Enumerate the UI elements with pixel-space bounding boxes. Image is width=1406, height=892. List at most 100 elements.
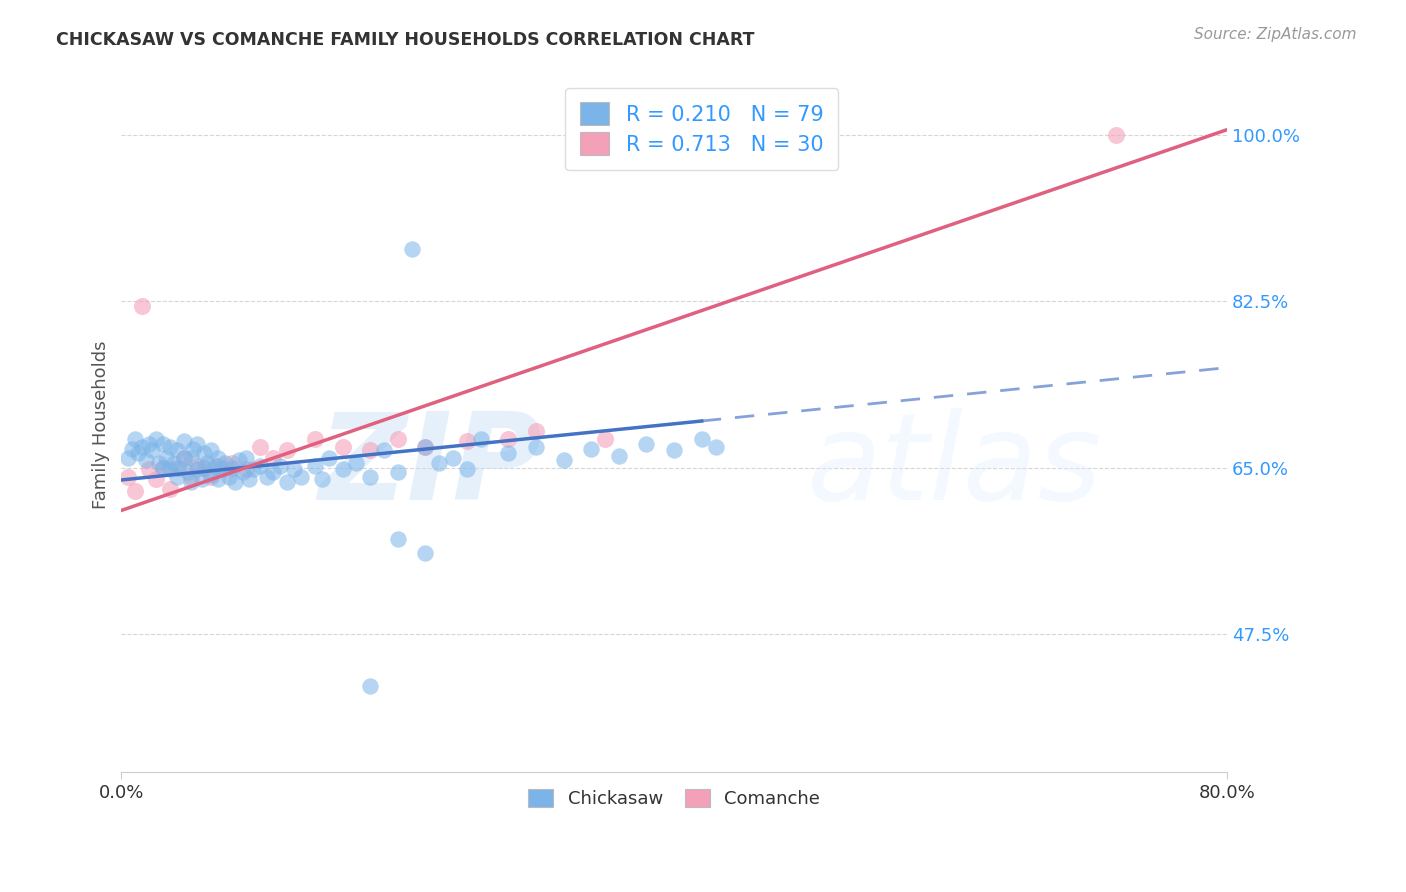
Point	[662, 443, 685, 458]
Text: ZIP: ZIP	[318, 408, 541, 524]
Text: Source: ZipAtlas.com: Source: ZipAtlas.com	[1194, 27, 1357, 42]
Point	[204, 458, 226, 473]
Point	[207, 472, 229, 486]
Y-axis label: Family Households: Family Households	[93, 341, 110, 509]
Point	[181, 442, 204, 456]
Point	[169, 460, 191, 475]
Point	[159, 440, 181, 454]
Point	[117, 470, 139, 484]
Point	[415, 440, 437, 454]
Point	[207, 451, 229, 466]
Point	[387, 432, 409, 446]
Point	[155, 451, 177, 466]
Point	[131, 440, 153, 454]
Point	[524, 440, 547, 454]
Point	[359, 470, 381, 484]
Point	[359, 680, 381, 694]
Point	[359, 443, 381, 458]
Point	[221, 456, 243, 470]
Point	[224, 475, 246, 489]
Point	[553, 453, 575, 467]
Point	[131, 299, 153, 313]
Point	[121, 442, 143, 456]
Point	[304, 432, 326, 446]
Point	[124, 432, 146, 446]
Point	[214, 456, 236, 470]
Point	[456, 434, 478, 448]
Point	[304, 458, 326, 473]
Point	[235, 462, 257, 476]
Point	[373, 443, 395, 458]
Point	[180, 475, 202, 489]
Point	[218, 470, 240, 484]
Point	[704, 440, 727, 454]
Point	[238, 472, 260, 486]
Point	[200, 470, 222, 484]
Point	[207, 458, 229, 473]
Point	[415, 546, 437, 560]
Point	[127, 446, 149, 460]
Point	[249, 440, 271, 454]
Point	[173, 451, 195, 466]
Point	[173, 451, 195, 466]
Point	[209, 462, 232, 476]
Point	[145, 432, 167, 446]
Point	[579, 442, 602, 456]
Point	[180, 470, 202, 484]
Point	[221, 460, 243, 475]
Point	[124, 484, 146, 499]
Point	[636, 437, 658, 451]
Point	[262, 466, 284, 480]
Point	[607, 449, 630, 463]
Point	[344, 456, 367, 470]
Text: atlas: atlas	[807, 408, 1102, 524]
Point	[470, 432, 492, 446]
Point	[138, 437, 160, 451]
Point	[200, 468, 222, 483]
Point	[228, 453, 250, 467]
Point	[283, 462, 305, 476]
Point	[186, 462, 208, 476]
Point	[690, 432, 713, 446]
Point	[138, 462, 160, 476]
Point	[166, 470, 188, 484]
Point	[332, 462, 354, 476]
Point	[232, 466, 254, 480]
Point	[141, 443, 163, 458]
Point	[193, 460, 215, 475]
Point	[186, 437, 208, 451]
Point	[1105, 128, 1128, 142]
Point	[152, 460, 174, 475]
Point	[290, 470, 312, 484]
Point	[401, 242, 423, 256]
Point	[166, 460, 188, 475]
Legend: Chickasaw, Comanche: Chickasaw, Comanche	[520, 781, 828, 815]
Point	[269, 458, 291, 473]
Point	[387, 532, 409, 546]
Point	[332, 440, 354, 454]
Point	[177, 466, 200, 480]
Point	[117, 451, 139, 466]
Point	[427, 456, 450, 470]
Point	[387, 466, 409, 480]
Point	[200, 443, 222, 458]
Point	[456, 462, 478, 476]
Point	[193, 460, 215, 475]
Point	[193, 446, 215, 460]
Point	[524, 425, 547, 439]
Point	[256, 470, 278, 484]
Point	[166, 443, 188, 458]
Point	[135, 453, 157, 467]
Point	[262, 451, 284, 466]
Point	[190, 472, 212, 486]
Point	[152, 460, 174, 475]
Point	[214, 462, 236, 476]
Point	[242, 462, 264, 476]
Point	[441, 451, 464, 466]
Text: CHICKASAW VS COMANCHE FAMILY HOUSEHOLDS CORRELATION CHART: CHICKASAW VS COMANCHE FAMILY HOUSEHOLDS …	[56, 31, 755, 49]
Point	[249, 458, 271, 473]
Point	[311, 472, 333, 486]
Point	[148, 456, 170, 470]
Point	[276, 443, 298, 458]
Point	[159, 482, 181, 496]
